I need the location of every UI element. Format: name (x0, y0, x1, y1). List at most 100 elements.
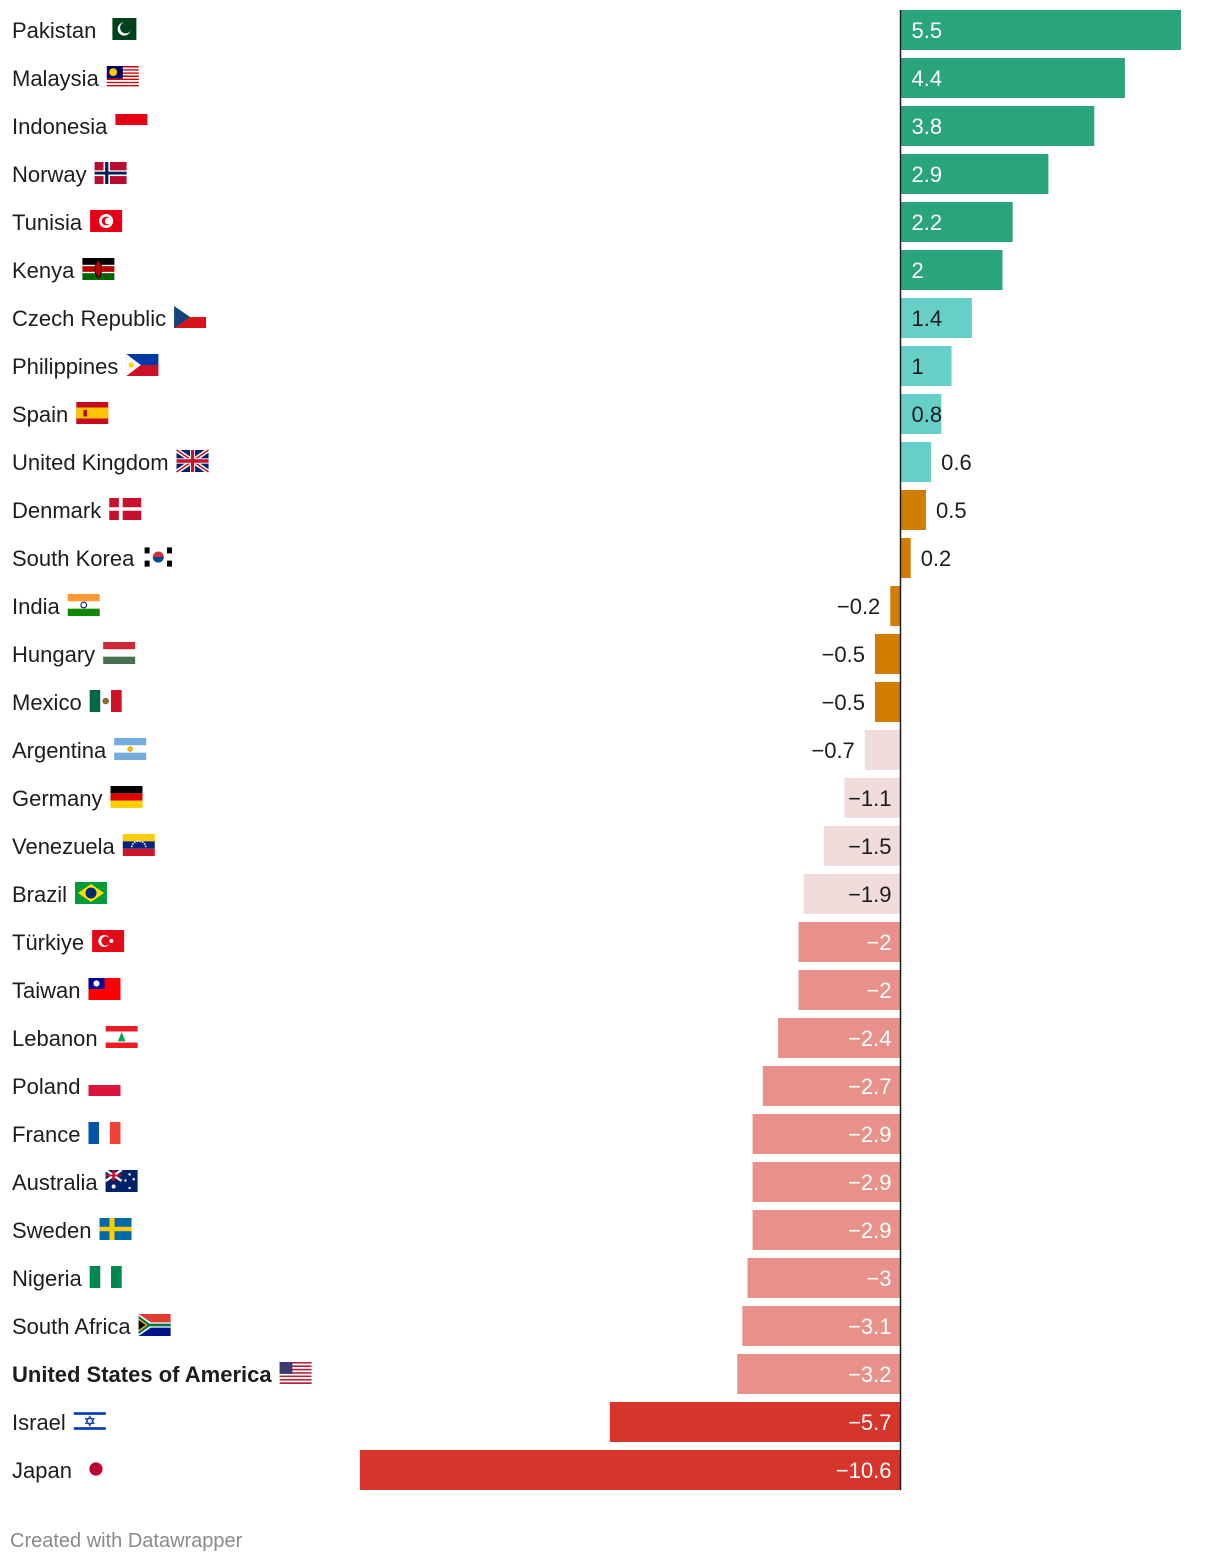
taiwan-flag-icon (88, 978, 121, 1000)
bar-brazil (803, 874, 901, 914)
country-label: Spain (12, 402, 68, 427)
bar-lebanon (778, 1018, 901, 1058)
value-label: −0.2 (837, 594, 880, 619)
lebanon-flag-icon (105, 1026, 138, 1048)
country-label: Norway (12, 162, 87, 187)
value-label: 0.6 (941, 450, 972, 475)
bar-japan (359, 1450, 901, 1490)
country-label: South Korea (12, 546, 135, 571)
bar-israel (609, 1402, 901, 1442)
bar-kenya (900, 250, 1003, 290)
tunisia-flag-icon (90, 210, 123, 232)
country-label: Brazil (12, 882, 67, 907)
bar-venezuela (824, 826, 901, 866)
country-label: Türkiye (12, 930, 84, 955)
country-label: Nigeria (12, 1266, 82, 1291)
brazil-flag-icon (75, 882, 108, 904)
philippines-flag-icon (126, 354, 159, 376)
country-label: Tunisia (12, 210, 83, 235)
value-label: −0.5 (822, 690, 865, 715)
kenya-flag-icon (82, 258, 115, 280)
bar-tunisia (900, 202, 1013, 242)
country-label: Philippines (12, 354, 118, 379)
bar-south-korea (900, 538, 911, 578)
country-label: Argentina (12, 738, 107, 763)
czech-flag-icon (174, 306, 207, 328)
country-label: Lebanon (12, 1026, 98, 1051)
bar-united-kingdom (900, 442, 932, 482)
bar-sweden (752, 1210, 901, 1250)
value-label: −2.9 (848, 1170, 891, 1195)
israel-flag-icon (73, 1410, 106, 1432)
denmark-flag-icon (109, 498, 142, 520)
datawrapper-credit: Created with Datawrapper (10, 1530, 243, 1552)
malaysia-flag-icon (106, 66, 139, 88)
bar-spain (900, 394, 942, 434)
nigeria-flag-icon (89, 1266, 122, 1288)
country-label: Germany (12, 786, 102, 811)
value-label: −1.5 (848, 834, 891, 859)
value-label: −10.6 (836, 1458, 892, 1483)
usa-flag-icon (279, 1362, 312, 1384)
bar-malaysia (900, 58, 1125, 98)
country-label: South Africa (12, 1314, 131, 1339)
japan-flag-icon (89, 1462, 103, 1476)
country-label: Israel (12, 1410, 66, 1435)
country-label: Taiwan (12, 978, 80, 1003)
bar-nigeria (747, 1258, 901, 1298)
bar-france (752, 1114, 901, 1154)
bar-india (890, 586, 901, 626)
value-label: −1.9 (848, 882, 891, 907)
poland-flag-icon (88, 1074, 121, 1096)
country-label: Kenya (12, 258, 75, 283)
value-label: −5.7 (848, 1410, 891, 1435)
indonesia-flag-icon (115, 114, 148, 136)
value-label: −0.5 (822, 642, 865, 667)
value-label: 0.8 (912, 402, 943, 427)
value-label: 0.2 (921, 546, 952, 571)
turkiye-flag-icon (92, 930, 125, 952)
bar-hungary (875, 634, 901, 674)
bar-australia (752, 1162, 901, 1202)
value-label: 2.2 (912, 210, 943, 235)
south-korea-flag-icon (142, 546, 175, 568)
country-label: Denmark (12, 498, 102, 523)
value-label: 3.8 (912, 114, 943, 139)
bar-indonesia (900, 106, 1095, 146)
bar-poland (762, 1066, 901, 1106)
value-label: −0.7 (811, 738, 854, 763)
france-flag-icon (88, 1122, 121, 1144)
bar-germany (844, 778, 901, 818)
value-label: −2.4 (848, 1026, 891, 1051)
value-label: 0.5 (936, 498, 967, 523)
country-label: Pakistan (12, 18, 96, 43)
value-label: 5.5 (912, 18, 943, 43)
australia-flag-icon (104, 1168, 138, 1192)
value-label: 4.4 (912, 66, 943, 91)
country-label: Malaysia (12, 66, 100, 91)
bar-norway (900, 154, 1049, 194)
value-label: −3.2 (848, 1362, 891, 1387)
bar-t-rkiye (798, 922, 901, 962)
india-flag-icon (67, 594, 100, 616)
venezuela-flag-icon (122, 834, 155, 856)
sweden-flag-icon (99, 1218, 132, 1240)
value-label: 2.9 (912, 162, 943, 187)
bar-argentina (864, 730, 901, 770)
country-label: United Kingdom (12, 450, 169, 475)
country-label: Poland (12, 1074, 81, 1099)
value-label: −3 (866, 1266, 891, 1291)
value-label: −2 (866, 978, 891, 1003)
bar-south-africa (742, 1306, 901, 1346)
pakistan-flag-icon (104, 18, 137, 40)
country-label: India (12, 594, 60, 619)
country-label: United States of America (12, 1362, 272, 1387)
value-label: −2.7 (848, 1074, 891, 1099)
value-label: 2 (912, 258, 924, 283)
bar-denmark (900, 490, 926, 530)
value-label: −2.9 (848, 1122, 891, 1147)
country-label: Sweden (12, 1218, 92, 1243)
norway-flag-icon (94, 162, 127, 184)
country-label: France (12, 1122, 80, 1147)
